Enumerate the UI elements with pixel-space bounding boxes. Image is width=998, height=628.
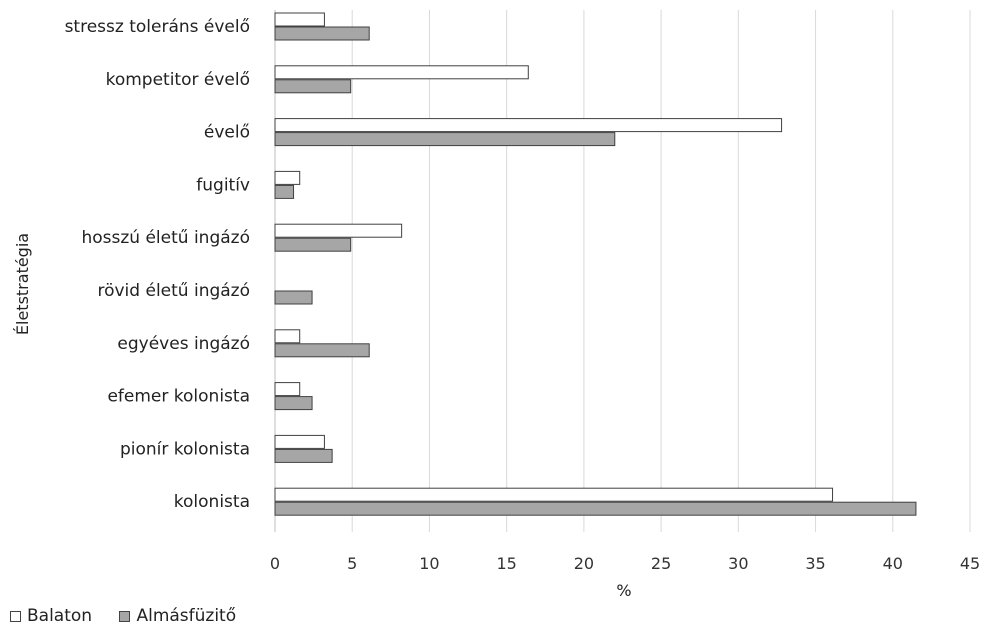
category-label: stressz toleráns évelő	[65, 17, 250, 37]
bar-almasfuzito	[275, 80, 351, 93]
legend: Balaton Almásfüzitő	[10, 606, 258, 627]
bar-chart: stressz toleráns évelő kompetitor évelő év…	[0, 0, 998, 600]
legend-label-balaton: Balaton	[27, 606, 92, 626]
category-label: fugitív	[196, 175, 250, 195]
bar-almasfuzito	[275, 291, 312, 304]
bar-almasfuzito	[275, 133, 615, 146]
x-tick-label: 10	[419, 554, 439, 573]
category-label: kolonista	[174, 492, 250, 512]
bar-balaton	[275, 330, 300, 343]
x-tick-label: 0	[270, 554, 280, 573]
bar-almasfuzito	[275, 502, 916, 515]
category-label: kompetitor évelő	[106, 70, 250, 90]
category-labels: stressz toleráns évelő kompetitor évelő év…	[65, 17, 250, 512]
bar-balaton	[275, 435, 324, 448]
bar-balaton	[275, 66, 528, 79]
bar-almasfuzito	[275, 449, 332, 462]
bar-almasfuzito	[275, 397, 312, 410]
x-tick-label: 40	[883, 554, 903, 573]
legend-item-balaton: Balaton	[10, 606, 92, 626]
gridlines	[275, 10, 970, 532]
y-axis-title: Életstratégia	[13, 233, 32, 335]
bar-almasfuzito	[275, 27, 369, 40]
bars	[275, 13, 916, 515]
bar-balaton	[275, 13, 324, 26]
bar-almasfuzito	[275, 185, 294, 198]
x-tick-label: 35	[805, 554, 825, 573]
bar-balaton	[275, 119, 782, 132]
bar-almasfuzito	[275, 344, 369, 357]
legend-label-almasfuzito: Almásfüzitő	[136, 606, 236, 626]
bar-balaton	[275, 171, 300, 184]
bar-almasfuzito	[275, 238, 351, 251]
legend-swatch-balaton	[10, 611, 21, 622]
category-label: pionír kolonista	[120, 439, 250, 459]
category-label: efemer kolonista	[107, 387, 250, 407]
legend-swatch-almasfuzito	[119, 611, 130, 622]
x-axis-title: %	[616, 581, 631, 600]
x-tick-label: 30	[728, 554, 748, 573]
bar-balaton	[275, 383, 300, 396]
legend-item-almasfuzito: Almásfüzitő	[119, 606, 236, 626]
bar-balaton	[275, 224, 402, 237]
category-label: rövid életű ingázó	[97, 281, 250, 301]
x-tick-label: 25	[651, 554, 671, 573]
bar-balaton	[275, 488, 833, 501]
category-label: hosszú életű ingázó	[81, 228, 250, 248]
x-tick-label: 45	[960, 554, 980, 573]
x-tick-label: 5	[347, 554, 357, 573]
x-tick-label: 15	[496, 554, 516, 573]
category-label: évelő	[204, 123, 250, 143]
category-label: egyéves ingázó	[117, 334, 250, 354]
x-tick-label: 20	[574, 554, 594, 573]
x-tick-labels: 0 5 10 15 20 25 30 35 40 45	[270, 554, 980, 573]
